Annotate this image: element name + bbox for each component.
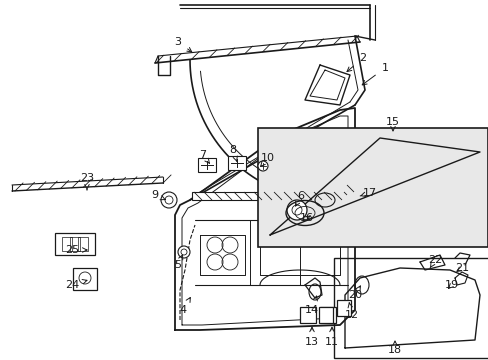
- Bar: [318, 307, 332, 323]
- Text: 19: 19: [444, 280, 458, 290]
- Text: 15: 15: [385, 117, 399, 131]
- Bar: [192, 192, 346, 200]
- Circle shape: [258, 161, 267, 171]
- Text: 5: 5: [174, 255, 183, 270]
- Bar: [70, 237, 80, 251]
- Bar: [258, 128, 487, 247]
- Bar: [73, 268, 97, 290]
- Text: 21: 21: [454, 263, 468, 273]
- Bar: [62, 237, 72, 251]
- Circle shape: [286, 200, 306, 220]
- Text: 24: 24: [65, 279, 87, 290]
- Text: 2: 2: [346, 53, 366, 72]
- Text: 13: 13: [305, 327, 318, 347]
- Bar: [78, 237, 88, 251]
- Text: 4: 4: [179, 297, 190, 315]
- Text: 7: 7: [199, 150, 209, 163]
- Bar: [336, 300, 350, 316]
- Text: 6: 6: [295, 191, 304, 206]
- Bar: [319, 307, 335, 323]
- Text: 25: 25: [65, 245, 87, 255]
- Bar: [333, 258, 488, 358]
- Text: 12: 12: [344, 303, 358, 320]
- Bar: [55, 233, 95, 255]
- Text: 3: 3: [174, 37, 191, 52]
- Text: 17: 17: [360, 188, 376, 198]
- Circle shape: [161, 192, 177, 208]
- Text: 11: 11: [325, 327, 338, 347]
- Text: 10: 10: [260, 153, 274, 166]
- Bar: [198, 158, 216, 172]
- Text: 18: 18: [387, 341, 401, 355]
- Text: 22: 22: [427, 255, 441, 268]
- Text: 23: 23: [80, 173, 94, 190]
- Circle shape: [178, 246, 190, 258]
- Bar: [299, 307, 315, 323]
- Text: 20: 20: [347, 286, 361, 300]
- Text: 8: 8: [229, 145, 237, 162]
- Text: 9: 9: [151, 190, 165, 200]
- Bar: [227, 156, 245, 170]
- Text: 14: 14: [305, 296, 318, 315]
- Text: 16: 16: [299, 213, 313, 223]
- Text: 1: 1: [362, 63, 387, 85]
